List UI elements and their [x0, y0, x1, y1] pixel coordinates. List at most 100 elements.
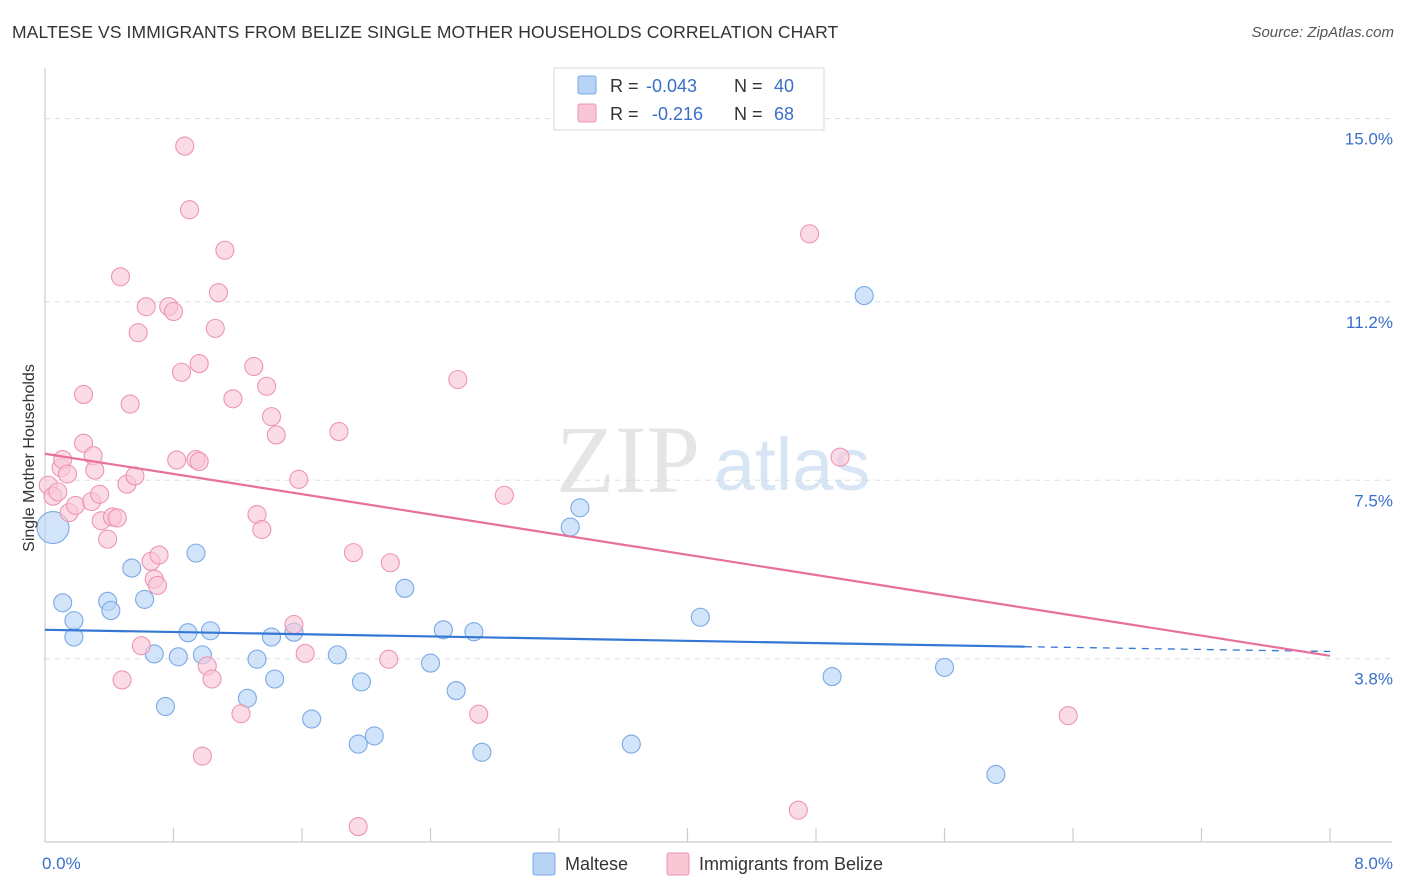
- data-point-belize: [469, 704, 489, 724]
- stats-legend-frame: [553, 67, 825, 131]
- data-point-belize: [1058, 706, 1078, 726]
- data-point-belize: [110, 267, 131, 287]
- data-point-belize: [107, 508, 127, 528]
- data-point-belize: [202, 669, 222, 689]
- data-point-belize: [149, 545, 169, 565]
- data-point-maltese: [247, 649, 267, 669]
- data-point-belize: [167, 450, 187, 470]
- data-point-belize: [788, 800, 808, 820]
- data-point-belize: [90, 484, 110, 504]
- data-point-belize: [266, 425, 286, 445]
- data-point-maltese: [854, 286, 874, 306]
- data-point-belize: [57, 464, 78, 484]
- stats-n-label-belize: N =: [734, 104, 763, 124]
- data-point-maltese: [122, 558, 142, 578]
- data-points: [36, 136, 1078, 837]
- stats-n-value-maltese: 40: [774, 76, 794, 96]
- data-point-belize: [74, 384, 94, 404]
- watermark-atlas: atlas: [714, 423, 870, 506]
- data-point-maltese: [135, 589, 155, 609]
- data-point-belize: [175, 136, 195, 156]
- data-point-maltese: [36, 511, 70, 545]
- watermark-zip: ZIP: [556, 406, 700, 513]
- data-point-maltese: [420, 653, 441, 673]
- data-point-belize: [244, 356, 264, 377]
- stats-r-label-maltese: R =: [610, 76, 639, 96]
- data-point-belize: [380, 553, 400, 573]
- data-point-belize: [120, 394, 140, 414]
- data-point-belize: [98, 529, 118, 549]
- data-point-maltese: [168, 647, 188, 667]
- axes: [44, 68, 1392, 843]
- data-point-maltese: [570, 498, 590, 518]
- legend-swatch-belize: [666, 852, 690, 876]
- data-point-belize: [289, 469, 309, 489]
- data-point-belize: [136, 297, 156, 317]
- data-point-belize: [231, 704, 251, 724]
- data-point-maltese: [53, 593, 73, 613]
- stats-legend: R = -0.043 N = 40 R = -0.216 N = 68: [553, 67, 825, 131]
- data-point-belize: [192, 746, 212, 766]
- trend-line-belize: [44, 452, 1331, 657]
- stats-n-label-maltese: N =: [734, 76, 763, 96]
- data-point-belize: [252, 519, 272, 540]
- data-point-belize: [223, 389, 243, 409]
- x-tick-label: 8.0%: [1354, 854, 1393, 873]
- data-point-belize: [379, 649, 399, 669]
- data-point-belize: [215, 240, 235, 260]
- trend-lines: [44, 452, 1331, 657]
- y-axis-title: Single Mother Households: [21, 364, 38, 552]
- data-point-maltese: [986, 764, 1006, 785]
- data-point-maltese: [64, 611, 84, 631]
- data-point-maltese: [327, 645, 347, 665]
- data-point-belize: [830, 447, 850, 467]
- data-point-belize: [48, 482, 68, 502]
- source-label: Source: ZipAtlas.com: [1251, 24, 1394, 41]
- data-point-belize: [208, 283, 229, 303]
- stats-r-value-maltese: -0.043: [646, 76, 697, 96]
- legend-label-maltese: Maltese: [565, 854, 628, 874]
- data-point-belize: [147, 575, 167, 595]
- trend-line-maltese: [44, 628, 1025, 648]
- data-point-maltese: [302, 709, 322, 729]
- y-tick-label: 7.5%: [1354, 491, 1393, 510]
- data-point-belize: [494, 485, 514, 505]
- data-point-maltese: [348, 734, 368, 754]
- data-point-belize: [65, 495, 86, 515]
- bottom-legend: Maltese Immigrants from Belize: [532, 852, 883, 876]
- data-point-belize: [189, 451, 209, 472]
- data-point-maltese: [690, 607, 710, 627]
- y-tick-label: 15.0%: [1345, 130, 1393, 149]
- data-point-belize: [131, 636, 151, 656]
- data-point-maltese: [472, 742, 492, 762]
- legend-swatch-maltese: [532, 852, 556, 876]
- data-point-belize: [295, 643, 315, 663]
- data-point-belize: [343, 543, 363, 563]
- data-point-belize: [205, 318, 225, 338]
- data-point-maltese: [446, 681, 466, 701]
- data-point-maltese: [265, 669, 285, 689]
- data-point-maltese: [155, 696, 176, 717]
- data-point-belize: [257, 376, 277, 396]
- tick-labels: 3.8% 7.5% 11.2% 15.0% 0.0% 8.0%: [42, 130, 1393, 873]
- data-point-maltese: [822, 667, 842, 687]
- data-point-belize: [348, 817, 368, 837]
- data-point-belize: [112, 670, 132, 690]
- data-point-belize: [171, 362, 192, 382]
- watermark: ZIP atlas: [556, 406, 870, 513]
- data-point-maltese: [364, 726, 384, 746]
- data-point-maltese: [560, 517, 580, 537]
- data-point-belize: [448, 369, 468, 390]
- data-point-maltese: [433, 620, 453, 640]
- data-point-belize: [163, 301, 184, 322]
- data-point-maltese: [261, 627, 282, 647]
- data-point-maltese: [621, 734, 641, 754]
- data-point-belize: [261, 407, 282, 427]
- stats-legend-swatch-maltese: [577, 75, 597, 95]
- chart-title: MALTESE VS IMMIGRANTS FROM BELIZE SINGLE…: [12, 22, 839, 42]
- data-point-maltese: [395, 578, 415, 598]
- legend-label-belize: Immigrants from Belize: [699, 854, 883, 874]
- y-tick-label: 3.8%: [1354, 670, 1393, 689]
- data-point-belize: [85, 460, 105, 480]
